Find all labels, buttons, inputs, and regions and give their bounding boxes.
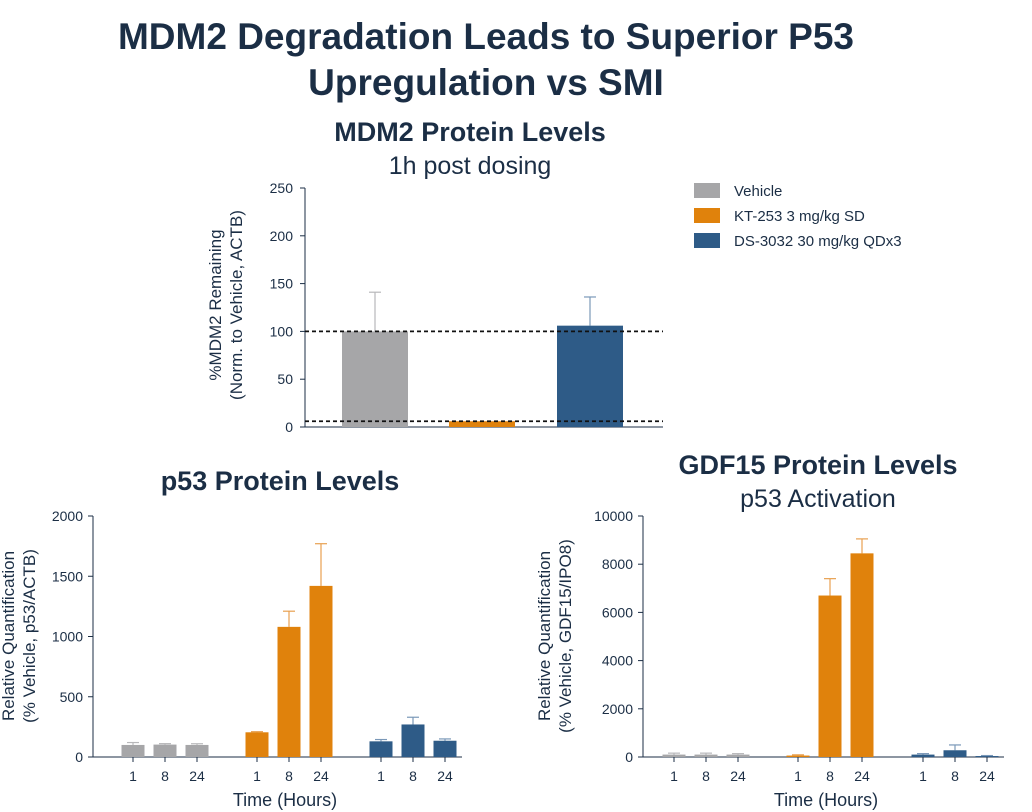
p53-y-tick-label: 2000	[52, 508, 83, 524]
legend-label-2: DS-3032 30 mg/kg QDx3	[734, 233, 902, 250]
gdf15-y-label: Relative Quantification (% Vehicle, GDF15…	[535, 539, 575, 733]
gdf15-y-tick-label: 10000	[594, 508, 633, 524]
p53-bar-2-0	[369, 741, 393, 757]
gdf15-bar-0-0	[662, 754, 686, 757]
mdm2-chart-subtitle: 1h post dosing	[388, 152, 552, 180]
p53-x-tick-label: 1	[377, 768, 385, 784]
mdm2-y-tick-label: 0	[285, 419, 293, 435]
p53-x-tick-label: 24	[313, 768, 329, 784]
gdf15-y-tick-label: 2000	[602, 701, 633, 717]
p53-y-tick-label: 1500	[52, 568, 83, 584]
mdm2-y-tick-label: 150	[270, 276, 294, 292]
p53-bar-1-0	[245, 732, 269, 757]
gdf15-bar-0-2	[726, 754, 750, 757]
p53-y-tick-label: 0	[75, 749, 83, 765]
gdf15-x-tick-label: 1	[670, 768, 678, 784]
gdf15-x-tick-label: 8	[951, 768, 959, 784]
p53-y-tick-label: 1000	[52, 629, 83, 645]
p53-bar-2-2	[433, 740, 457, 757]
p53-bar-1-1	[277, 626, 301, 757]
p53-x-tick-label: 24	[437, 768, 453, 784]
gdf15-bar-1-0	[786, 755, 810, 757]
p53-chart-title: p53 Protein Levels	[160, 466, 400, 496]
mdm2-y-tick-label: 50	[277, 371, 293, 387]
mdm2-y-tick-label: 250	[270, 180, 294, 196]
gdf15-bar-1-1	[818, 595, 842, 757]
gdf15-x-tick-label: 24	[730, 768, 746, 784]
mdm2-y-tick-label: 200	[270, 228, 294, 244]
gdf15-bar-1-2	[850, 553, 874, 757]
legend-swatch-1	[694, 208, 720, 223]
gdf15-bar-0-1	[694, 754, 718, 757]
mdm2-chart-title: MDM2 Protein Levels	[334, 117, 606, 147]
gdf15-x-tick-label: 1	[794, 768, 802, 784]
gdf15-x-tick-label: 8	[826, 768, 834, 784]
p53-y-tick-label: 500	[60, 689, 84, 705]
mdm2-y-tick-label: 100	[270, 323, 294, 339]
legend-swatch-2	[694, 233, 720, 248]
p53-bar-0-2	[185, 744, 209, 757]
p53-x-tick-label: 8	[409, 768, 417, 784]
gdf15-x-label: Time (Hours)	[774, 790, 878, 810]
gdf15-y-tick-label: 0	[625, 749, 633, 765]
gdf15-y-tick-label: 6000	[602, 604, 633, 620]
legend-label-0: Vehicle	[734, 183, 782, 200]
page-title-line2: Upregulation vs SMI	[308, 62, 664, 103]
legend-label-1: KT-253 3 mg/kg SD	[734, 208, 865, 225]
gdf15-chart-title: GDF15 Protein Levels	[678, 450, 958, 480]
gdf15-bar-2-0	[911, 754, 935, 757]
p53-x-tick-label: 24	[189, 768, 205, 784]
p53-bar-0-1	[153, 744, 177, 757]
page-title-line1: MDM2 Degradation Leads to Superior P53	[117, 16, 855, 57]
mdm2-y-label: %MDM2 Remaining (Norm. to Vehicle, ACTB)	[206, 210, 246, 400]
p53-x-tick-label: 8	[161, 768, 169, 784]
gdf15-x-tick-label: 24	[979, 768, 995, 784]
p53-x-tick-label: 8	[285, 768, 293, 784]
gdf15-bar-2-2	[975, 756, 999, 757]
p53-bar-0-0	[121, 744, 145, 757]
p53-x-label: Time (Hours)	[233, 790, 337, 810]
gdf15-y-tick-label: 8000	[602, 556, 633, 572]
mdm2-bar-2	[557, 325, 623, 427]
gdf15-x-tick-label: 8	[702, 768, 710, 784]
p53-x-tick-label: 1	[253, 768, 261, 784]
page-title: MDM2 Degradation Leads to Superior P53 U…	[0, 14, 972, 106]
p53-bar-2-1	[401, 724, 425, 757]
mdm2-bar-1	[449, 421, 515, 427]
gdf15-chart-subtitle: p53 Activation	[740, 485, 896, 513]
p53-y-label: Relative Quantification (% Vehicle, p53/A…	[0, 549, 39, 723]
mdm2-bar-0	[342, 331, 408, 427]
p53-x-tick-label: 1	[129, 768, 137, 784]
gdf15-y-tick-label: 4000	[602, 653, 633, 669]
legend-swatch-0	[694, 183, 720, 198]
p53-bar-1-2	[309, 585, 333, 757]
gdf15-bar-2-1	[943, 750, 967, 757]
gdf15-x-tick-label: 24	[854, 768, 870, 784]
gdf15-x-tick-label: 1	[919, 768, 927, 784]
